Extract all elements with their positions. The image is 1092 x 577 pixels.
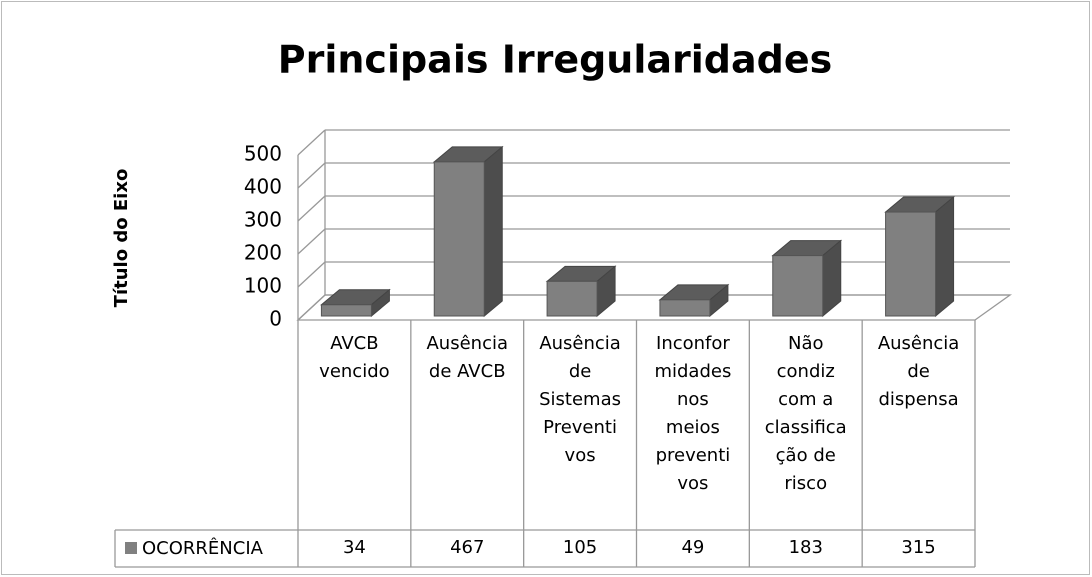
y-tick-label: 400 <box>244 175 282 199</box>
bar <box>433 161 485 317</box>
bar <box>885 211 937 317</box>
legend-label: OCORRÊNCIA <box>142 537 264 559</box>
table-value: 315 <box>901 537 936 558</box>
bar <box>659 299 711 317</box>
y-tick-label: 300 <box>244 208 282 232</box>
y-tick-label: 500 <box>244 142 282 166</box>
table-value: 49 <box>681 537 705 558</box>
grid-line <box>297 129 326 156</box>
bar-side <box>483 145 503 318</box>
bar <box>320 304 372 317</box>
grid-line <box>297 195 326 222</box>
category-label: Ausência de dispensa <box>877 333 960 410</box>
y-axis-label: Título do Eixo <box>111 169 132 308</box>
table-value: 183 <box>788 537 823 558</box>
y-tick-label: 100 <box>244 274 282 298</box>
bar-side <box>935 195 955 318</box>
bar <box>772 255 824 317</box>
category-label: Inconfor midades nos meios preventi vos <box>654 333 732 494</box>
legend-swatch <box>125 542 137 554</box>
y-tick-label: 200 <box>244 241 282 265</box>
y-tick-label: 0 <box>269 307 282 331</box>
grid-line <box>297 228 326 255</box>
category-label: AVCB vencido <box>319 333 390 382</box>
chart-title: Principais Irregularidades <box>278 38 832 82</box>
grid-line <box>297 162 326 189</box>
table-value: 467 <box>450 537 485 558</box>
table-value: 34 <box>342 537 366 558</box>
grid-line <box>297 294 326 321</box>
category-label: Ausência de Sistemas Preventi vos <box>539 333 622 466</box>
category-label: Não condiz com a classifica ção de risco <box>764 333 847 494</box>
bar <box>546 280 598 317</box>
category-label: Ausência de AVCB <box>426 333 508 382</box>
table-value: 105 <box>562 537 598 558</box>
grid-line <box>297 261 326 288</box>
